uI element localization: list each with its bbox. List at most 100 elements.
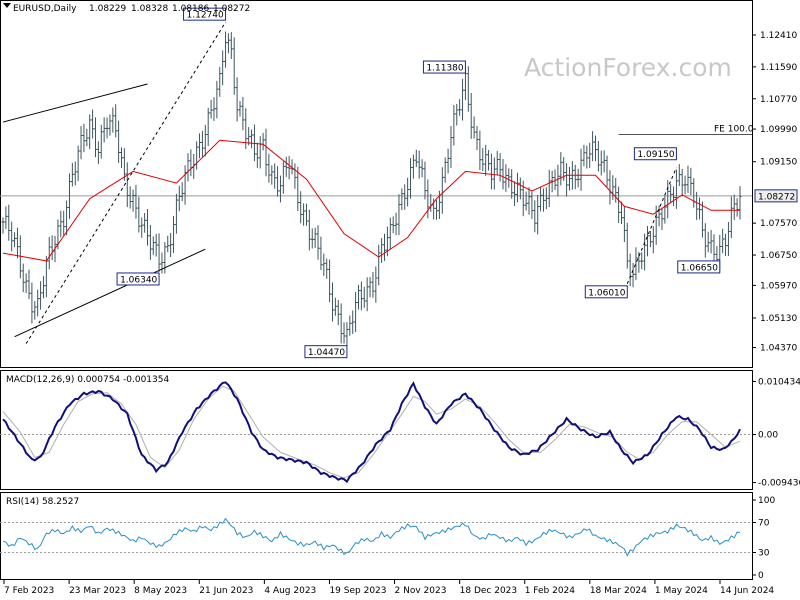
watermark: ActionForex.com: [524, 53, 732, 82]
price-tick-label: 1.07570: [760, 219, 797, 229]
ohlc-bar: [599, 150, 603, 176]
x-tick-label: 21 Jun 2023: [199, 586, 253, 596]
rsi-tick-label: 100: [758, 496, 775, 506]
ohlc-bar: [466, 66, 470, 112]
ohlc-bar: [302, 203, 306, 226]
ohlc-bar: [287, 155, 291, 180]
ohlc-bar: [602, 150, 606, 173]
ohlc-bar: [111, 107, 115, 133]
ohlc-bar: [85, 128, 89, 147]
ohlc-bar: [325, 258, 329, 279]
ohlc-bar: [44, 255, 48, 298]
ohlc-bar: [547, 169, 551, 207]
rsi-label: RSI(14) 58.2527: [6, 497, 79, 507]
ohlc-bar: [143, 212, 147, 233]
ohlc-bar: [117, 120, 121, 163]
price-tick-label: 1.10770: [760, 95, 797, 105]
ohlc-bar: [261, 132, 265, 151]
ohlc-bar: [36, 289, 40, 317]
ohlc-bar: [628, 253, 632, 287]
ohlc-bar: [313, 227, 317, 248]
ohlc-bar: [706, 231, 710, 253]
ohlc-bar: [333, 297, 337, 316]
ohlc-bar: [304, 203, 308, 226]
price-tick-label: 1.12410: [760, 31, 797, 41]
ohlc-bar: [183, 165, 187, 205]
ohlc-bar: [700, 201, 704, 238]
ohlc-bar: [348, 315, 352, 336]
ohlc-bar: [221, 50, 225, 86]
ohlc-bar: [255, 142, 259, 168]
ohlc-bar: [469, 93, 473, 139]
ohlc-bar: [640, 252, 644, 270]
ohlc-bar: [119, 147, 123, 169]
ohlc-bar: [643, 233, 647, 271]
ohlc-bar: [322, 253, 326, 276]
ohlc-bar: [82, 123, 86, 153]
ohlc-bar: [238, 100, 242, 117]
x-tick-label: 2 Nov 2023: [395, 586, 447, 596]
ohlc-bar: [738, 186, 742, 220]
fe-label: FE 100.0: [714, 125, 754, 135]
ohlc-bar: [556, 164, 560, 197]
price-annotation-label: 1.06650: [681, 263, 718, 273]
ohlc-bar: [403, 184, 407, 210]
rsi-tick-label: 70: [758, 519, 770, 529]
ohlc-bar: [513, 181, 517, 207]
ohlc-bar: [218, 66, 222, 97]
price-tick-label: 1.05130: [760, 314, 797, 324]
macd-main-line: [2, 381, 741, 484]
ohlc-bar: [414, 149, 418, 168]
ohlc-bar: [423, 161, 427, 200]
ohlc-bar: [593, 135, 597, 162]
ohlc-bar: [660, 207, 664, 231]
ohlc-bar: [284, 156, 288, 177]
rsi-panel-frame: [0, 492, 753, 580]
ohlc-bar: [507, 168, 511, 188]
ohlc-bar: [487, 149, 491, 171]
ohlc-bar: [377, 244, 381, 286]
ohlc-bar: [680, 168, 684, 197]
ohlc-bar: [163, 242, 167, 274]
header-high: 1.08328: [131, 4, 168, 14]
ohlc-bar: [478, 130, 482, 170]
ohlc-bar: [186, 153, 190, 182]
ohlc-bar: [166, 235, 170, 253]
price-annotation-label: 1.08272: [758, 192, 795, 202]
header-open: 1.08229: [89, 4, 126, 14]
ohlc-bar: [498, 153, 502, 182]
ohlc-bar: [614, 178, 618, 203]
ohlc-bar: [666, 180, 670, 219]
ohlc-bar: [530, 191, 534, 219]
ohlc-bar: [481, 148, 485, 172]
ohlc-bar: [137, 196, 141, 233]
ohlc-bar: [446, 148, 450, 174]
ohlc-bar: [342, 322, 346, 344]
x-tick-label: 14 Jun 2024: [720, 586, 774, 596]
ohlc-bar: [232, 37, 236, 95]
ohlc-bar: [18, 235, 22, 279]
ohlc-bar: [336, 300, 340, 326]
ohlc-bar: [108, 114, 112, 136]
macd-panel-frame: [0, 370, 753, 490]
ohlc-bar: [250, 129, 254, 149]
ohlc-bar: [541, 188, 545, 212]
trendlines: [2, 21, 677, 344]
ohlc-bar: [310, 228, 314, 249]
price-annotation-label: 1.04470: [308, 348, 345, 358]
ohlc-bar: [206, 107, 210, 147]
ohlc-bar: [270, 165, 274, 185]
price-annotation-label: 1.12740: [187, 11, 224, 21]
ohlc-bar: [449, 125, 453, 168]
ohlc-bar: [674, 169, 678, 209]
chart-title: EURUSD,Daily: [13, 4, 77, 14]
ohlc-bar: [489, 153, 493, 190]
ohlc-bar: [316, 225, 320, 260]
ohlc-bar: [394, 212, 398, 236]
price-annotation: 1.04470: [304, 345, 348, 359]
ohlc-bar: [307, 209, 311, 251]
ohlc-bar: [276, 166, 280, 197]
ohlc-bar: [735, 198, 739, 217]
ohlc-bar: [567, 166, 571, 191]
trendline: [626, 167, 677, 284]
